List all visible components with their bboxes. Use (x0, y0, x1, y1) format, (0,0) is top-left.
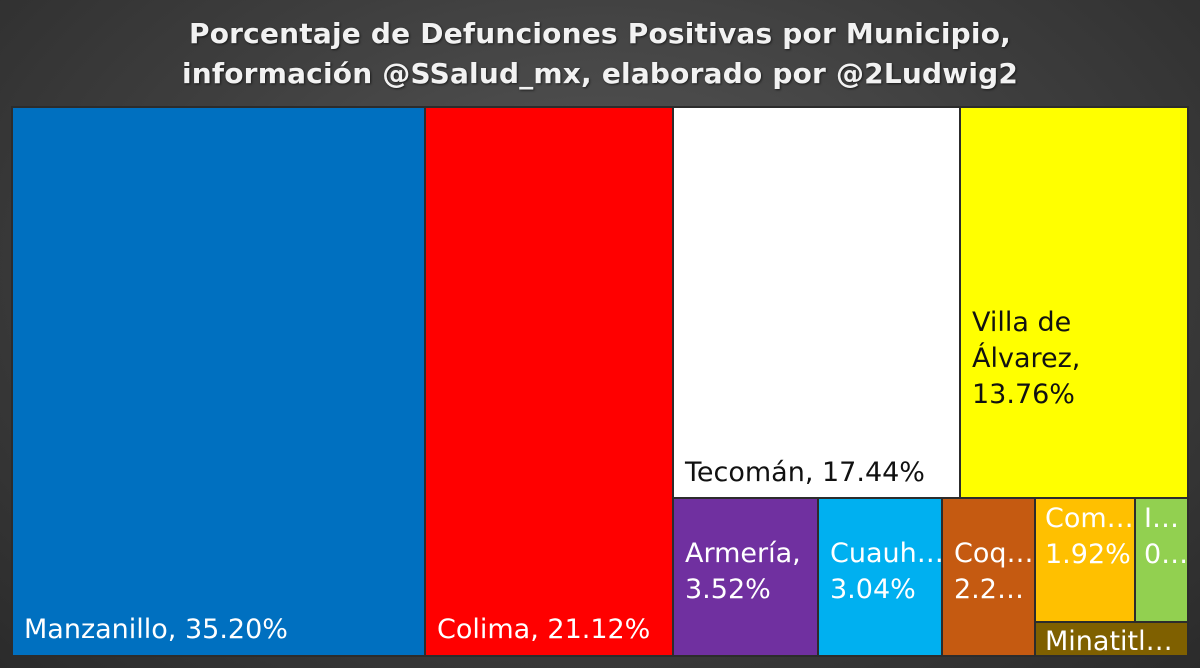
treemap-label-minatitlan: Minatitl… (1045, 626, 1173, 657)
treemap-rect-colima (424, 106, 674, 657)
treemap-tile-cuauhtemoc: Cuauh… 3.04% (817, 497, 944, 657)
treemap-label-line: 0… (1144, 539, 1188, 570)
chart-title: Porcentaje de Defunciones Positivas por … (0, 14, 1200, 94)
treemap-tile-tecoman: Tecomán, 17.44% (672, 106, 961, 499)
treemap-rect-comala (1034, 497, 1136, 623)
treemap-label-ixtlahuacan: I… 0… (1144, 503, 1188, 570)
treemap-label-manzanillo: Manzanillo, 35.20% (24, 614, 288, 645)
treemap-rect-ixtlahuacan (1134, 497, 1189, 623)
treemap-tile-ixtlahuacan: I… 0… (1134, 497, 1189, 623)
treemap-tile-armeria: Armería, 3.52% (672, 497, 819, 657)
treemap-label-line: Manzanillo, 35.20% (24, 614, 288, 645)
treemap-rect-manzanillo (11, 106, 426, 657)
treemap-rect-cuauhtemoc (817, 497, 943, 657)
treemap-rect-tecoman (672, 106, 961, 499)
treemap-label-tecoman: Tecomán, 17.44% (684, 457, 925, 488)
treemap-rect-villa-de-alvarez (959, 106, 1189, 499)
chart-title-line-1: Porcentaje de Defunciones Positivas por … (189, 17, 1011, 50)
treemap-tile-comala: Com… 1.92% (1034, 497, 1136, 623)
treemap-label-line: 13.76% (972, 379, 1075, 410)
treemap-label-line: Álvarez, (972, 342, 1080, 374)
treemap-label-line: Villa de (972, 307, 1071, 338)
treemap-tile-coquimatlan: Coq… 2.2… (941, 497, 1036, 657)
treemap-label-line: I… (1144, 503, 1179, 534)
treemap-tile-villa-de-alvarez: Villa de Álvarez, 13.76% (959, 106, 1189, 499)
treemap-label-coquimatlan: Coq… 2.2… (954, 538, 1034, 605)
treemap-label-line: Cuauh… (830, 538, 944, 569)
treemap-label-line: 1.92% (1045, 539, 1131, 570)
treemap-label-cuauhtemoc: Cuauh… 3.04% (830, 538, 944, 605)
treemap-label-line: Tecomán, 17.44% (684, 457, 925, 488)
treemap-label-line: Minatitl… (1045, 626, 1173, 657)
treemap-label-villa-de-alvarez: Villa de Álvarez, 13.76% (972, 307, 1080, 410)
treemap-label-line: 3.04% (830, 574, 916, 605)
treemap-label-comala: Com… 1.92% (1045, 503, 1134, 570)
treemap-rect-coquimatlan (941, 497, 1036, 657)
treemap-label-line: Colima, 21.12% (437, 614, 650, 645)
treemap-label-line: Com… (1045, 503, 1134, 534)
treemap-tile-colima: Colima, 21.12% (424, 106, 674, 657)
treemap-label-line: Coq… (954, 538, 1034, 569)
treemap-tile-manzanillo: Manzanillo, 35.20% (11, 106, 426, 657)
plot-area-border (11, 106, 1189, 657)
treemap-label-line: Armería, (685, 538, 801, 569)
treemap-label-colima: Colima, 21.12% (437, 614, 650, 645)
treemap-label-line: 3.52% (685, 574, 771, 605)
treemap-label-line: 2.2… (954, 574, 1024, 605)
treemap-tile-minatitlan: Minatitl… (1034, 621, 1189, 657)
chart-title-line-2: información @SSalud_mx, elaborado por @2… (181, 57, 1019, 90)
treemap-label-armeria: Armería, 3.52% (685, 538, 801, 605)
